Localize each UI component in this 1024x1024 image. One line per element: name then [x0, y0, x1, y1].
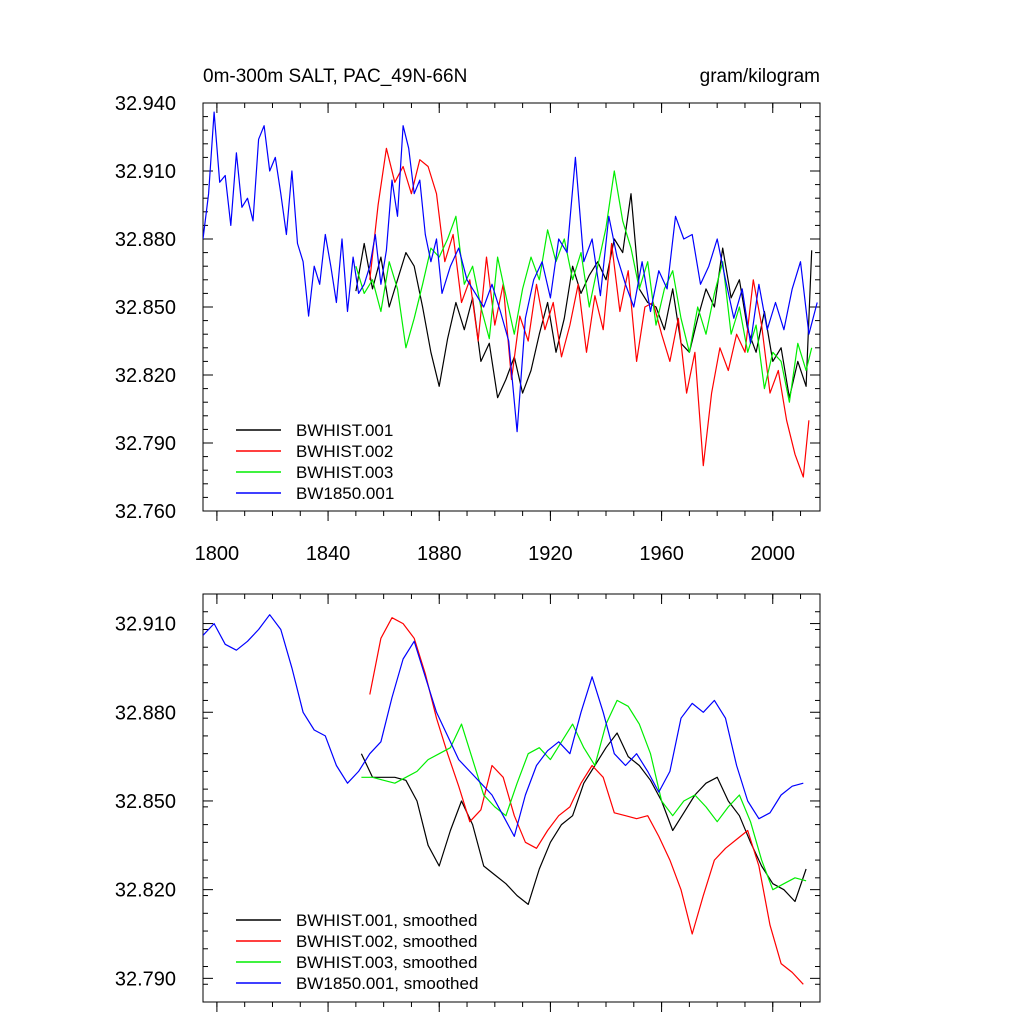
- legend-label-bwhist-003-smoothed: BWHIST.003, smoothed: [296, 953, 477, 972]
- y-tick-label: 32.760: [115, 501, 176, 523]
- legend-label-bwhist-001: BWHIST.001: [296, 421, 393, 440]
- y-tick-label: 32.910: [115, 614, 176, 636]
- y-tick-label: 32.850: [115, 791, 176, 813]
- y-tick-label: 32.790: [115, 433, 176, 455]
- x-tick-label: 1960: [639, 543, 684, 565]
- bottom-panel: 32.790 32.820 32.850 32.880 32.910 BWHIST.001…: [115, 593, 821, 1012]
- legend-label-bwhist-002-smoothed: BWHIST.002, smoothed: [296, 932, 477, 951]
- legend-label-bw1850-001-smoothed: BW1850.001, smoothed: [296, 974, 478, 993]
- y-tick-label: 32.850: [115, 297, 176, 319]
- x-tick-label: 1840: [306, 543, 351, 565]
- y-tick-label: 32.790: [115, 968, 176, 990]
- plot-frame: [202, 593, 821, 1003]
- units-label: gram/kilogram: [700, 66, 820, 87]
- x-tick-label: 1920: [528, 543, 573, 565]
- top-panel: 32.760 32.790 32.820 32.850 32.880 32.910 32.9…: [115, 93, 821, 565]
- y-tick-label: 32.940: [115, 93, 176, 115]
- y-tick-label: 32.910: [115, 161, 176, 183]
- series-line-bwhist-002: [369, 147, 810, 478]
- legend-label-bwhist-003: BWHIST.003: [296, 463, 393, 482]
- series-line-bwhist-003-smoothed: [361, 699, 807, 891]
- x-tick-label: 2000: [751, 543, 796, 565]
- series-line-bwhist-003: [355, 170, 813, 403]
- y-tick-label: 32.820: [115, 365, 176, 387]
- chart-title: 0m-300m SALT, PAC_49N-66N: [203, 66, 467, 87]
- x-tick-label: 1800: [195, 543, 240, 565]
- series-line-bwhist-002-smoothed: [369, 617, 804, 985]
- y-tick-label: 32.880: [115, 702, 176, 724]
- x-tick-label: 1880: [417, 543, 462, 565]
- legend-label-bw1850-001: BW1850.001: [296, 484, 394, 503]
- series-line-bwhist-001-smoothed: [360, 732, 807, 905]
- series-line-bw1850-001-smoothed: [203, 614, 804, 837]
- legend-label-bwhist-001-smoothed: BWHIST.001, smoothed: [296, 911, 477, 930]
- series-line-bw1850-001: [203, 111, 818, 433]
- legend-label-bwhist-002: BWHIST.002: [296, 442, 393, 461]
- series-line-bwhist-001: [355, 193, 813, 399]
- y-tick-label: 32.880: [115, 229, 176, 251]
- y-tick-label: 32.820: [115, 880, 176, 902]
